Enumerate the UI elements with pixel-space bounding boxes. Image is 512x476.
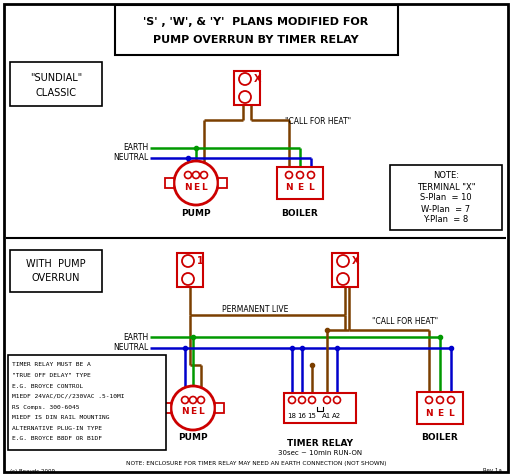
FancyBboxPatch shape: [284, 393, 356, 423]
Text: NOTE:: NOTE:: [433, 170, 459, 179]
Text: EARTH: EARTH: [123, 333, 148, 341]
Text: "TRUE OFF DELAY" TYPE: "TRUE OFF DELAY" TYPE: [12, 373, 91, 378]
Circle shape: [182, 255, 194, 267]
Text: N: N: [425, 408, 433, 417]
Circle shape: [171, 386, 215, 430]
Text: A2: A2: [332, 413, 342, 419]
Text: E: E: [193, 182, 199, 191]
Text: 15: 15: [308, 413, 316, 419]
Circle shape: [239, 91, 251, 103]
Text: TIMER RELAY: TIMER RELAY: [287, 438, 353, 447]
Text: NEUTRAL: NEUTRAL: [113, 153, 148, 162]
Text: E: E: [437, 408, 443, 417]
FancyBboxPatch shape: [215, 403, 224, 413]
Text: L: L: [198, 407, 204, 416]
Circle shape: [337, 255, 349, 267]
Text: M1EDF IS DIN RAIL MOUNTING: M1EDF IS DIN RAIL MOUNTING: [12, 415, 110, 420]
FancyBboxPatch shape: [417, 392, 463, 424]
FancyBboxPatch shape: [177, 253, 203, 287]
Text: N: N: [285, 184, 293, 192]
FancyBboxPatch shape: [277, 167, 323, 199]
Text: L: L: [201, 182, 207, 191]
Circle shape: [337, 273, 349, 285]
Text: CLASSIC: CLASSIC: [35, 88, 76, 98]
Circle shape: [201, 171, 207, 178]
Circle shape: [437, 397, 443, 404]
Circle shape: [189, 397, 197, 404]
Text: PUMP: PUMP: [181, 208, 211, 218]
FancyBboxPatch shape: [390, 165, 502, 230]
Circle shape: [198, 397, 204, 404]
Text: NEUTRAL: NEUTRAL: [113, 344, 148, 353]
Text: 'S' , 'W', & 'Y'  PLANS MODIFIED FOR: 'S' , 'W', & 'Y' PLANS MODIFIED FOR: [143, 17, 369, 27]
Text: WITH  PUMP: WITH PUMP: [26, 259, 86, 269]
Text: E.G. BROYCE B8DF OR B1DF: E.G. BROYCE B8DF OR B1DF: [12, 436, 102, 441]
Text: W-Plan  = 7: W-Plan = 7: [421, 205, 471, 214]
Circle shape: [193, 171, 200, 178]
Text: BOILER: BOILER: [282, 208, 318, 218]
Text: OVERRUN: OVERRUN: [32, 273, 80, 283]
Text: 1: 1: [197, 256, 204, 266]
Text: 16: 16: [297, 413, 307, 419]
Text: "CALL FOR HEAT": "CALL FOR HEAT": [285, 117, 351, 126]
Text: E.G. BROYCE CONTROL: E.G. BROYCE CONTROL: [12, 384, 83, 388]
Text: RS Comps. 300-6045: RS Comps. 300-6045: [12, 405, 79, 409]
FancyBboxPatch shape: [10, 250, 102, 292]
Text: "SUNDIAL": "SUNDIAL": [30, 73, 82, 83]
Circle shape: [309, 397, 315, 404]
Circle shape: [324, 397, 331, 404]
Text: M1EDF 24VAC/DC//230VAC .5-10MI: M1EDF 24VAC/DC//230VAC .5-10MI: [12, 394, 124, 399]
Text: E: E: [190, 407, 196, 416]
Circle shape: [447, 397, 455, 404]
Text: S-Plan  = 10: S-Plan = 10: [420, 194, 472, 202]
Text: 30sec ~ 10min RUN-ON: 30sec ~ 10min RUN-ON: [278, 450, 362, 456]
Text: L: L: [448, 408, 454, 417]
Text: PERMANENT LIVE: PERMANENT LIVE: [222, 306, 288, 315]
Text: X: X: [352, 256, 359, 266]
FancyBboxPatch shape: [162, 403, 171, 413]
Text: A1: A1: [323, 413, 332, 419]
Circle shape: [239, 73, 251, 85]
Text: 18: 18: [288, 413, 296, 419]
FancyBboxPatch shape: [4, 4, 508, 472]
Circle shape: [308, 171, 314, 178]
Text: X: X: [254, 74, 262, 84]
Circle shape: [425, 397, 433, 404]
Circle shape: [296, 171, 304, 178]
FancyBboxPatch shape: [165, 178, 174, 188]
Text: Rev 1a: Rev 1a: [483, 468, 502, 474]
Text: EARTH: EARTH: [123, 143, 148, 152]
Text: "CALL FOR HEAT": "CALL FOR HEAT": [372, 317, 438, 326]
Circle shape: [333, 397, 340, 404]
FancyBboxPatch shape: [332, 253, 358, 287]
Text: E: E: [297, 184, 303, 192]
Text: ALTERNATIVE PLUG-IN TYPE: ALTERNATIVE PLUG-IN TYPE: [12, 426, 102, 430]
Text: TERMINAL "X": TERMINAL "X": [417, 182, 475, 191]
Text: N: N: [181, 407, 189, 416]
Circle shape: [174, 161, 218, 205]
Circle shape: [286, 171, 292, 178]
Text: PUMP OVERRUN BY TIMER RELAY: PUMP OVERRUN BY TIMER RELAY: [153, 35, 359, 45]
Circle shape: [182, 273, 194, 285]
Text: L: L: [308, 184, 314, 192]
FancyBboxPatch shape: [10, 62, 102, 106]
Text: (c) Beaydc 2009: (c) Beaydc 2009: [10, 468, 55, 474]
FancyBboxPatch shape: [234, 71, 260, 105]
Circle shape: [184, 171, 191, 178]
FancyBboxPatch shape: [8, 355, 166, 450]
Text: N: N: [184, 182, 192, 191]
Text: NOTE: ENCLOSURE FOR TIMER RELAY MAY NEED AN EARTH CONNECTION (NOT SHOWN): NOTE: ENCLOSURE FOR TIMER RELAY MAY NEED…: [126, 460, 386, 466]
Circle shape: [298, 397, 306, 404]
Circle shape: [181, 397, 188, 404]
Text: BOILER: BOILER: [421, 434, 458, 443]
FancyBboxPatch shape: [115, 5, 398, 55]
FancyBboxPatch shape: [218, 178, 227, 188]
Circle shape: [288, 397, 295, 404]
Text: PUMP: PUMP: [178, 434, 208, 443]
Text: Y-Plan  = 8: Y-Plan = 8: [423, 216, 468, 225]
Text: TIMER RELAY MUST BE A: TIMER RELAY MUST BE A: [12, 363, 91, 367]
